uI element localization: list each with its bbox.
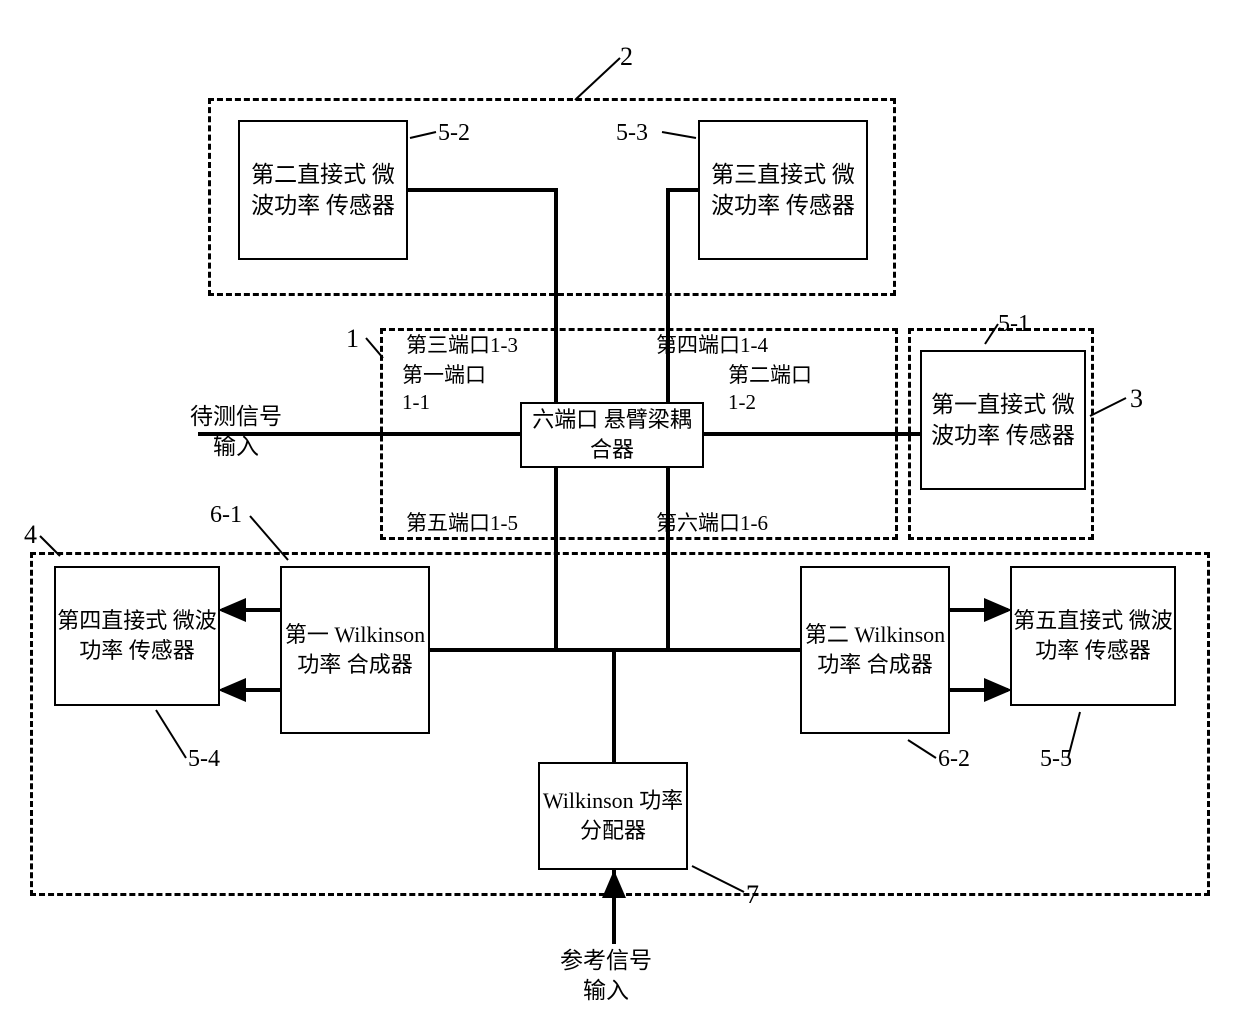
sensor-5-3: 第三直接式 微波功率 传感器 xyxy=(698,120,868,260)
port-2-label: 第二端口 1-2 xyxy=(728,362,812,417)
sensor-5-3-tag: 5-3 xyxy=(616,118,648,149)
wilkinson-combiner-1: 第一 Wilkinson 功率 合成器 xyxy=(280,566,430,734)
divider-7-tag: 7 xyxy=(746,878,759,912)
port-1-label: 第一端口 1-1 xyxy=(402,362,486,417)
region-4-tag: 4 xyxy=(24,518,37,552)
port-5-label: 第五端口1-5 xyxy=(406,510,518,537)
input-ref-signal-label: 参考信号 输入 xyxy=(560,946,652,1006)
wilkinson-combiner-2: 第二 Wilkinson 功率 合成器 xyxy=(800,566,950,734)
input-test-signal-label: 待测信号 输入 xyxy=(190,402,282,462)
combiner-6-2-tag: 6-2 xyxy=(938,744,970,775)
sensor-5-5: 第五直接式 微波功率 传感器 xyxy=(1010,566,1176,706)
sensor-5-4-tag: 5-4 xyxy=(188,744,220,775)
combiner-6-1-tag: 6-1 xyxy=(210,500,242,531)
sensor-5-2: 第二直接式 微波功率 传感器 xyxy=(238,120,408,260)
region-3-tag: 3 xyxy=(1130,382,1143,416)
six-port-coupler: 六端口 悬臂梁耦合器 xyxy=(520,402,704,468)
region-2-tag: 2 xyxy=(620,40,633,74)
wilkinson-divider: Wilkinson 功率 分配器 xyxy=(538,762,688,870)
region-1-tag: 1 xyxy=(346,322,359,356)
sensor-5-5-tag: 5-5 xyxy=(1040,744,1072,775)
sensor-5-2-tag: 5-2 xyxy=(438,118,470,149)
port-4-label: 第四端口1-4 xyxy=(656,332,768,359)
port-3-label: 第三端口1-3 xyxy=(406,332,518,359)
sensor-5-1-tag: 5-1 xyxy=(998,309,1030,340)
sensor-5-4: 第四直接式 微波功率 传感器 xyxy=(54,566,220,706)
port-6-label: 第六端口1-6 xyxy=(656,510,768,537)
sensor-5-1: 第一直接式 微波功率 传感器 xyxy=(920,350,1086,490)
diagram-canvas: 第二直接式 微波功率 传感器 第三直接式 微波功率 传感器 六端口 悬臂梁耦合器… xyxy=(0,0,1240,1016)
